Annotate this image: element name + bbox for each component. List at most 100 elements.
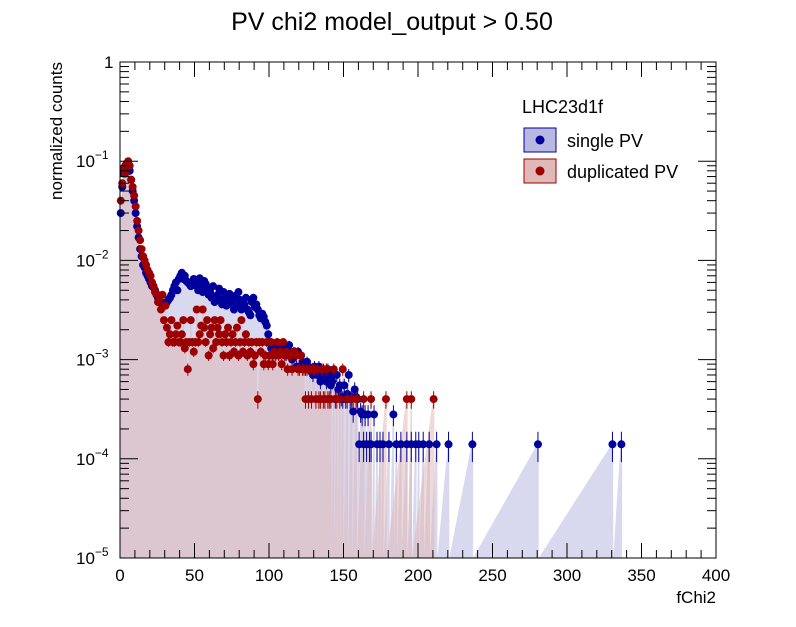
data-point — [241, 293, 250, 302]
data-point — [210, 316, 219, 325]
data-point — [133, 216, 142, 225]
data-point — [186, 316, 195, 325]
data-point — [128, 182, 137, 191]
data-point — [158, 290, 167, 299]
data-point — [167, 316, 176, 325]
data-point — [267, 338, 276, 347]
data-point — [213, 323, 222, 332]
data-point — [228, 330, 237, 339]
data-point — [367, 395, 376, 404]
data-point — [384, 440, 393, 449]
y-tick-exponent: −4 — [95, 446, 109, 460]
data-point — [370, 410, 379, 419]
data-point — [162, 323, 171, 332]
legend: LHC23d1f single PV duplicated PV — [522, 97, 678, 184]
histogram-fill-duplicated-pv — [120, 161, 435, 558]
x-tick-label: 100 — [255, 566, 283, 585]
data-point — [359, 395, 368, 404]
plot-area — [116, 157, 626, 558]
data-point — [159, 316, 168, 325]
data-point — [134, 226, 143, 235]
data-point — [216, 316, 225, 325]
data-point — [194, 338, 203, 347]
data-point — [165, 330, 174, 339]
data-point — [407, 395, 416, 404]
legend-entry-duplicated-pv: duplicated PV — [523, 158, 678, 184]
data-point — [203, 316, 212, 325]
data-point — [136, 236, 145, 245]
data-point — [201, 338, 210, 347]
x-tick-label: 50 — [185, 566, 204, 585]
data-point — [180, 344, 189, 353]
data-point — [352, 395, 361, 404]
x-tick-label: 200 — [404, 566, 432, 585]
data-point — [419, 440, 428, 449]
data-point — [340, 381, 349, 390]
data-point — [250, 351, 259, 360]
x-tick-label: 350 — [627, 566, 655, 585]
data-point — [179, 316, 188, 325]
data-point — [127, 175, 136, 184]
data-point — [253, 395, 262, 404]
data-point — [389, 410, 398, 419]
data-point — [237, 316, 246, 325]
y-axis-label: normalized counts — [47, 62, 66, 200]
x-tick-label: 300 — [553, 566, 581, 585]
data-point — [533, 440, 542, 449]
data-point — [207, 323, 216, 332]
data-point — [130, 191, 139, 200]
data-point — [329, 365, 338, 374]
series-duplicated-pv — [116, 157, 438, 409]
data-point — [444, 440, 453, 449]
data-point — [224, 323, 233, 332]
data-point — [425, 440, 434, 449]
data-point — [209, 344, 218, 353]
x-tick-label: 400 — [702, 566, 730, 585]
data-point — [206, 330, 215, 339]
legend-marker-single-pv — [535, 135, 545, 145]
data-point — [137, 245, 146, 254]
data-point — [297, 351, 306, 360]
data-point — [285, 341, 294, 350]
data-point — [125, 161, 134, 170]
data-point — [212, 338, 221, 347]
data-point — [200, 323, 209, 332]
data-point — [192, 305, 201, 314]
data-point — [121, 169, 130, 178]
data-point — [288, 365, 297, 374]
legend-label-duplicated-pv: duplicated PV — [567, 162, 678, 182]
data-point — [326, 395, 335, 404]
y-tick-label: 1 — [104, 53, 113, 72]
data-point — [249, 360, 258, 369]
legend-header: LHC23d1f — [522, 97, 604, 117]
data-point — [335, 395, 344, 404]
y-tick-exponent: −1 — [95, 148, 109, 162]
data-point — [322, 365, 331, 374]
data-point — [396, 440, 405, 449]
data-point — [262, 321, 271, 330]
data-point — [468, 440, 477, 449]
data-point — [316, 377, 325, 386]
y-tick-exponent: −5 — [95, 545, 109, 559]
legend-label-single-pv: single PV — [567, 131, 643, 151]
data-point — [146, 271, 155, 280]
data-point — [177, 330, 186, 339]
data-point — [338, 365, 347, 374]
data-point — [204, 351, 213, 360]
data-point — [608, 440, 617, 449]
data-point — [350, 385, 359, 394]
data-point — [131, 202, 140, 211]
data-point — [176, 338, 185, 347]
data-point — [364, 410, 373, 419]
x-tick-label: 0 — [115, 566, 124, 585]
y-tick-exponent: −3 — [95, 347, 109, 361]
data-point — [161, 301, 170, 310]
data-point — [378, 440, 387, 449]
data-point — [131, 209, 140, 218]
data-point — [367, 440, 376, 449]
data-point — [195, 330, 204, 339]
data-point — [183, 365, 192, 374]
data-point — [221, 330, 230, 339]
data-point — [173, 286, 182, 295]
